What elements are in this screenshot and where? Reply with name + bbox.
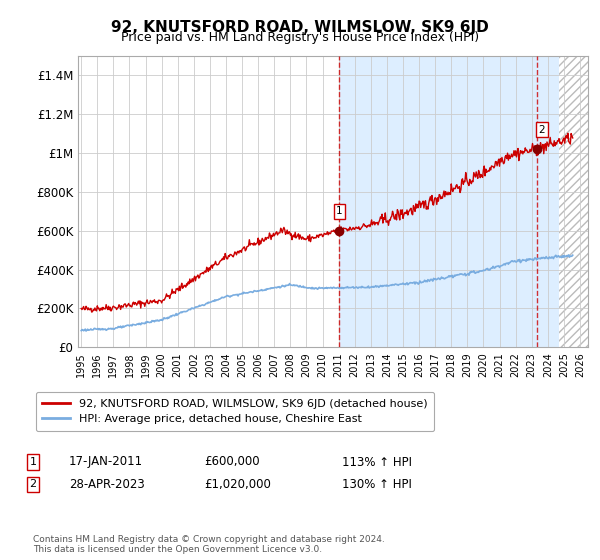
Text: £1,020,000: £1,020,000 (204, 478, 271, 491)
Text: 92, KNUTSFORD ROAD, WILMSLOW, SK9 6JD: 92, KNUTSFORD ROAD, WILMSLOW, SK9 6JD (111, 20, 489, 35)
Text: 2: 2 (539, 125, 545, 135)
Text: Contains HM Land Registry data © Crown copyright and database right 2024.
This d: Contains HM Land Registry data © Crown c… (33, 535, 385, 554)
Text: 130% ↑ HPI: 130% ↑ HPI (342, 478, 412, 491)
Text: 28-APR-2023: 28-APR-2023 (69, 478, 145, 491)
Text: 17-JAN-2011: 17-JAN-2011 (69, 455, 143, 469)
Text: 2: 2 (29, 479, 37, 489)
Text: Price paid vs. HM Land Registry's House Price Index (HPI): Price paid vs. HM Land Registry's House … (121, 31, 479, 44)
Text: £600,000: £600,000 (204, 455, 260, 469)
Legend: 92, KNUTSFORD ROAD, WILMSLOW, SK9 6JD (detached house), HPI: Average price, deta: 92, KNUTSFORD ROAD, WILMSLOW, SK9 6JD (d… (35, 392, 434, 431)
Text: 1: 1 (336, 206, 343, 216)
Text: 113% ↑ HPI: 113% ↑ HPI (342, 455, 412, 469)
Bar (340, 56, 588, 347)
Text: 1: 1 (29, 457, 37, 467)
